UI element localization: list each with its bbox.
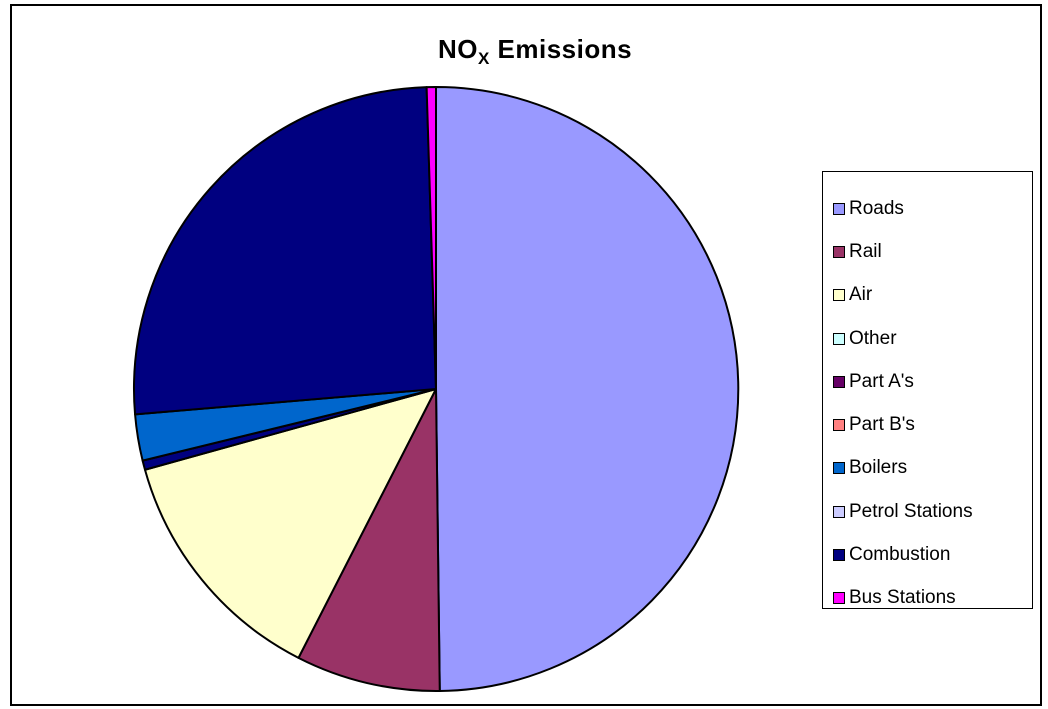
legend-item-combustion: Combustion bbox=[823, 533, 1032, 576]
legend-label: Part A's bbox=[849, 370, 914, 392]
legend-swatch bbox=[833, 375, 845, 388]
legend-label: Combustion bbox=[849, 544, 951, 566]
legend-item-rail: Rail bbox=[823, 230, 1032, 273]
pie-slice-air bbox=[143, 388, 437, 659]
legend-item-part-b-s: Part B's bbox=[823, 403, 1032, 446]
legend-item-roads: Roads bbox=[823, 187, 1032, 230]
legend-item-part-a-s: Part A's bbox=[823, 360, 1032, 403]
pie-slice-roads bbox=[435, 86, 740, 692]
legend-item-boilers: Boilers bbox=[823, 447, 1032, 490]
legend-swatch bbox=[833, 592, 845, 605]
legend: Roads Rail Air Other Part A's Part B's Boilers… bbox=[822, 171, 1033, 609]
legend-swatch bbox=[833, 289, 845, 302]
legend-label: Other bbox=[849, 327, 897, 349]
legend-swatch bbox=[833, 505, 845, 518]
chart-title-rest: Emissions bbox=[489, 34, 633, 64]
legend-label: Petrol Stations bbox=[849, 500, 973, 522]
legend-swatch bbox=[833, 462, 845, 475]
legend-label: Roads bbox=[849, 197, 904, 219]
legend-swatch bbox=[833, 549, 845, 562]
legend-item-petrol-stations: Petrol Stations bbox=[823, 490, 1032, 533]
legend-label: Rail bbox=[849, 240, 882, 262]
pie-slice-rail bbox=[297, 388, 441, 692]
legend-swatch bbox=[833, 202, 845, 215]
legend-swatch bbox=[833, 419, 845, 432]
legend-label: Air bbox=[849, 284, 873, 306]
chart-title: NOX Emissions bbox=[0, 34, 1048, 68]
legend-item-other: Other bbox=[823, 317, 1032, 360]
chart-title-subscript: X bbox=[477, 49, 490, 68]
legend-label: Part B's bbox=[849, 414, 915, 436]
legend-label: Bus Stations bbox=[849, 587, 956, 609]
pie-slice-bus-stations bbox=[425, 86, 437, 390]
legend-item-air: Air bbox=[823, 274, 1032, 317]
pie-slice-combustion bbox=[133, 86, 437, 416]
legend-swatch bbox=[833, 245, 845, 258]
legend-item-bus-stations: Bus Stations bbox=[823, 577, 1032, 620]
legend-swatch bbox=[833, 332, 845, 345]
chart-title-main: NO bbox=[437, 34, 478, 64]
legend-label: Boilers bbox=[849, 457, 908, 479]
